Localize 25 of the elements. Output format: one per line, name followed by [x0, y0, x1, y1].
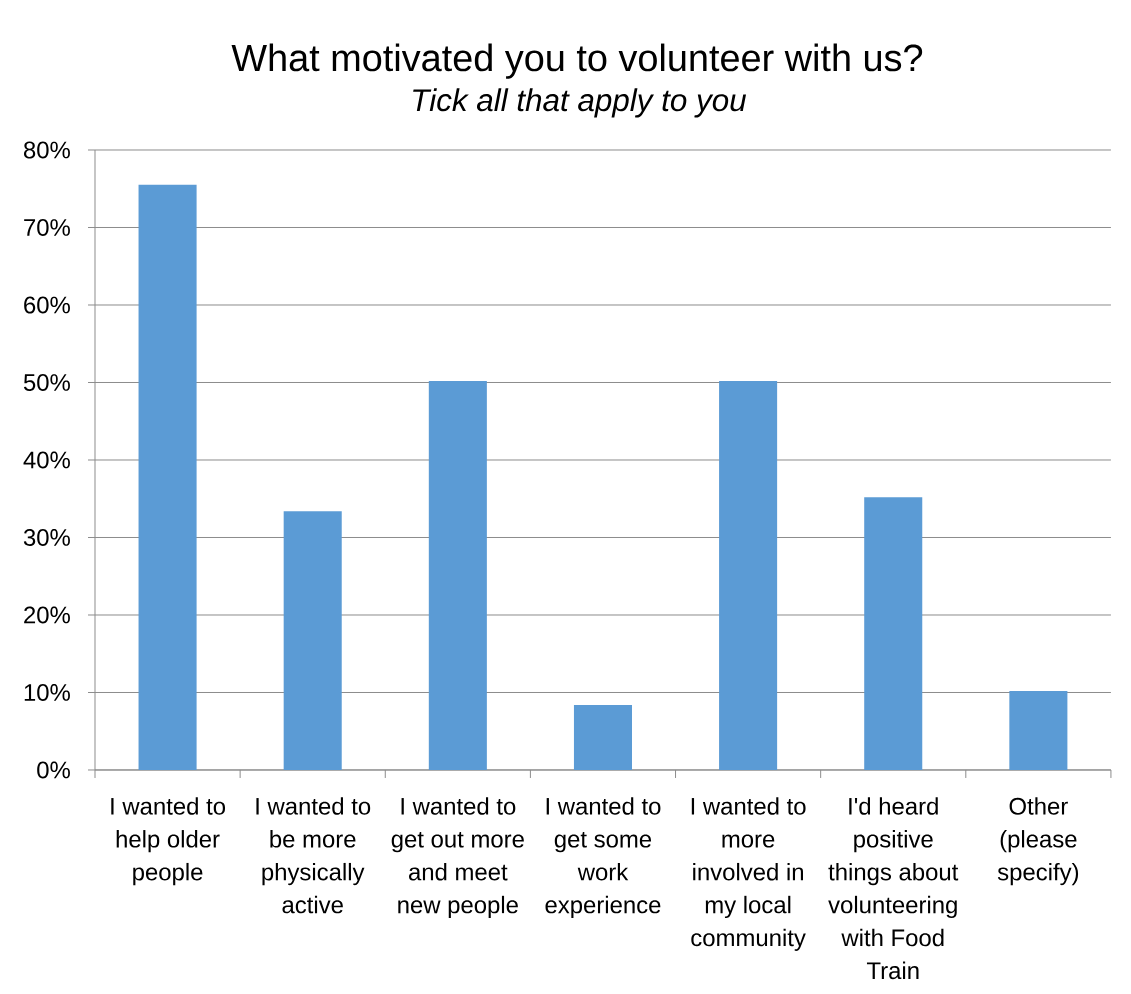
y-tick-label: 0%: [37, 761, 70, 779]
y-tick-label: 40%: [23, 451, 70, 469]
x-tick-label: Other (please specify): [997, 797, 1079, 886]
y-tick-label: 30%: [23, 529, 70, 546]
y-tick-label: 60%: [24, 296, 70, 314]
bar: [719, 380, 778, 770]
x-tick-label: I wanted to get out more and meet new people: [391, 797, 524, 919]
chart-title: What motivated you to volunteer with us?: [231, 43, 923, 79]
x-tick-label: I wanted to more involved in my local community: [691, 797, 806, 951]
x-tick-label: I wanted to get some work experience: [545, 797, 661, 919]
bar: [573, 704, 632, 770]
x-tick-label: I wanted to help older people: [111, 797, 226, 886]
x-tick-label: I wanted to be more physically active: [256, 797, 371, 914]
bar: [1009, 690, 1068, 770]
bar: [138, 184, 197, 770]
x-tick-label: I'd heard positive things about volunteering with Food Train: [828, 797, 959, 980]
bar: [283, 511, 342, 770]
bar: [864, 497, 923, 770]
y-tick-label: 20%: [24, 606, 70, 624]
y-tick-label: 70%: [24, 219, 70, 236]
y-tick-label: 10%: [24, 684, 70, 701]
bar: [428, 380, 487, 770]
y-tick-label: 80%: [23, 141, 70, 159]
y-tick-label: 50%: [23, 374, 70, 391]
chart-subtitle: Tick all that apply to you: [413, 88, 747, 118]
